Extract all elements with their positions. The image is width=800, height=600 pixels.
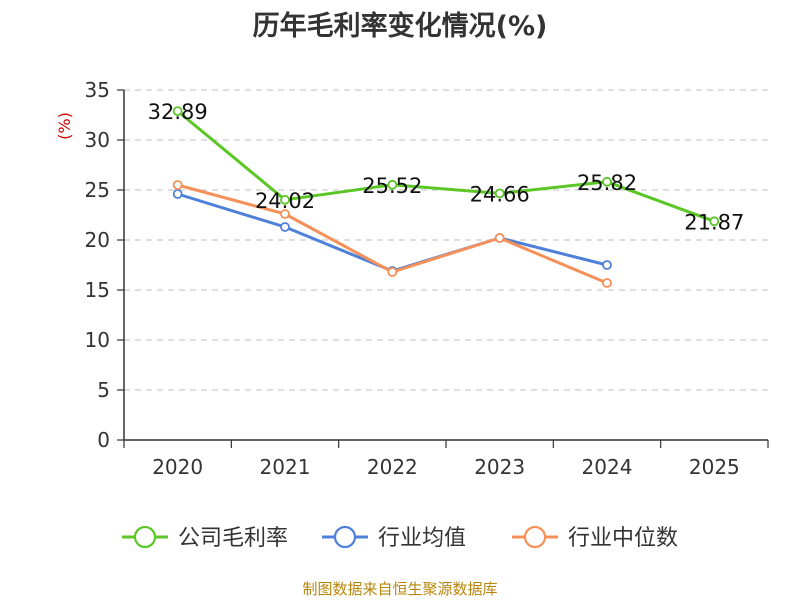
y-tick-label: 5 — [97, 378, 110, 402]
series-line — [176, 109, 715, 223]
legend-swatch-marker — [333, 525, 357, 549]
x-tick-label: 2025 — [689, 455, 740, 479]
x-tick-label: 2022 — [367, 455, 418, 479]
data-point — [602, 176, 612, 187]
data-point — [494, 233, 505, 243]
data-point — [280, 209, 290, 219]
data-point — [280, 194, 290, 205]
data-label: 21.87 — [684, 210, 744, 234]
data-label: 32.89 — [148, 100, 208, 124]
y-tick-label: 30 — [85, 128, 110, 152]
data-point — [387, 267, 398, 277]
y-tick-label: 25 — [85, 178, 110, 202]
x-tick-label: 2024 — [582, 455, 633, 479]
data-point — [172, 180, 183, 190]
data-label: 24.02 — [255, 189, 315, 213]
data-point — [602, 278, 612, 288]
y-axis-label: (%) — [55, 112, 74, 140]
legend-label: 行业中位数 — [568, 526, 678, 551]
data-point — [172, 189, 183, 199]
data-point — [387, 179, 398, 190]
data-point — [602, 260, 612, 270]
y-tick-label: 35 — [85, 78, 110, 102]
series-line — [177, 192, 608, 273]
data-point — [280, 222, 290, 232]
data-label: 25.82 — [577, 171, 637, 195]
data-point — [172, 106, 183, 116]
y-tick-label: 0 — [97, 428, 110, 452]
x-tick-label: 2023 — [474, 455, 525, 479]
legend-label: 公司毛利率 — [178, 526, 288, 551]
data-point — [494, 188, 505, 199]
legend-swatch-marker — [133, 525, 157, 549]
x-tick-label: 2020 — [152, 455, 203, 479]
data-label: 25.52 — [362, 174, 422, 198]
y-tick-label: 10 — [85, 328, 110, 352]
chart-title: 历年毛利率变化情况(%) — [252, 11, 548, 42]
source-footer: 制图数据来自恒生聚源数据库 — [302, 580, 498, 598]
legend-label: 行业均值 — [378, 526, 466, 551]
x-tick-label: 2021 — [260, 455, 311, 479]
y-tick-label: 20 — [85, 228, 110, 252]
y-tick-label: 15 — [85, 278, 110, 302]
data-point — [709, 216, 720, 227]
legend-swatch-marker — [523, 525, 547, 549]
data-label: 24.66 — [470, 182, 530, 206]
